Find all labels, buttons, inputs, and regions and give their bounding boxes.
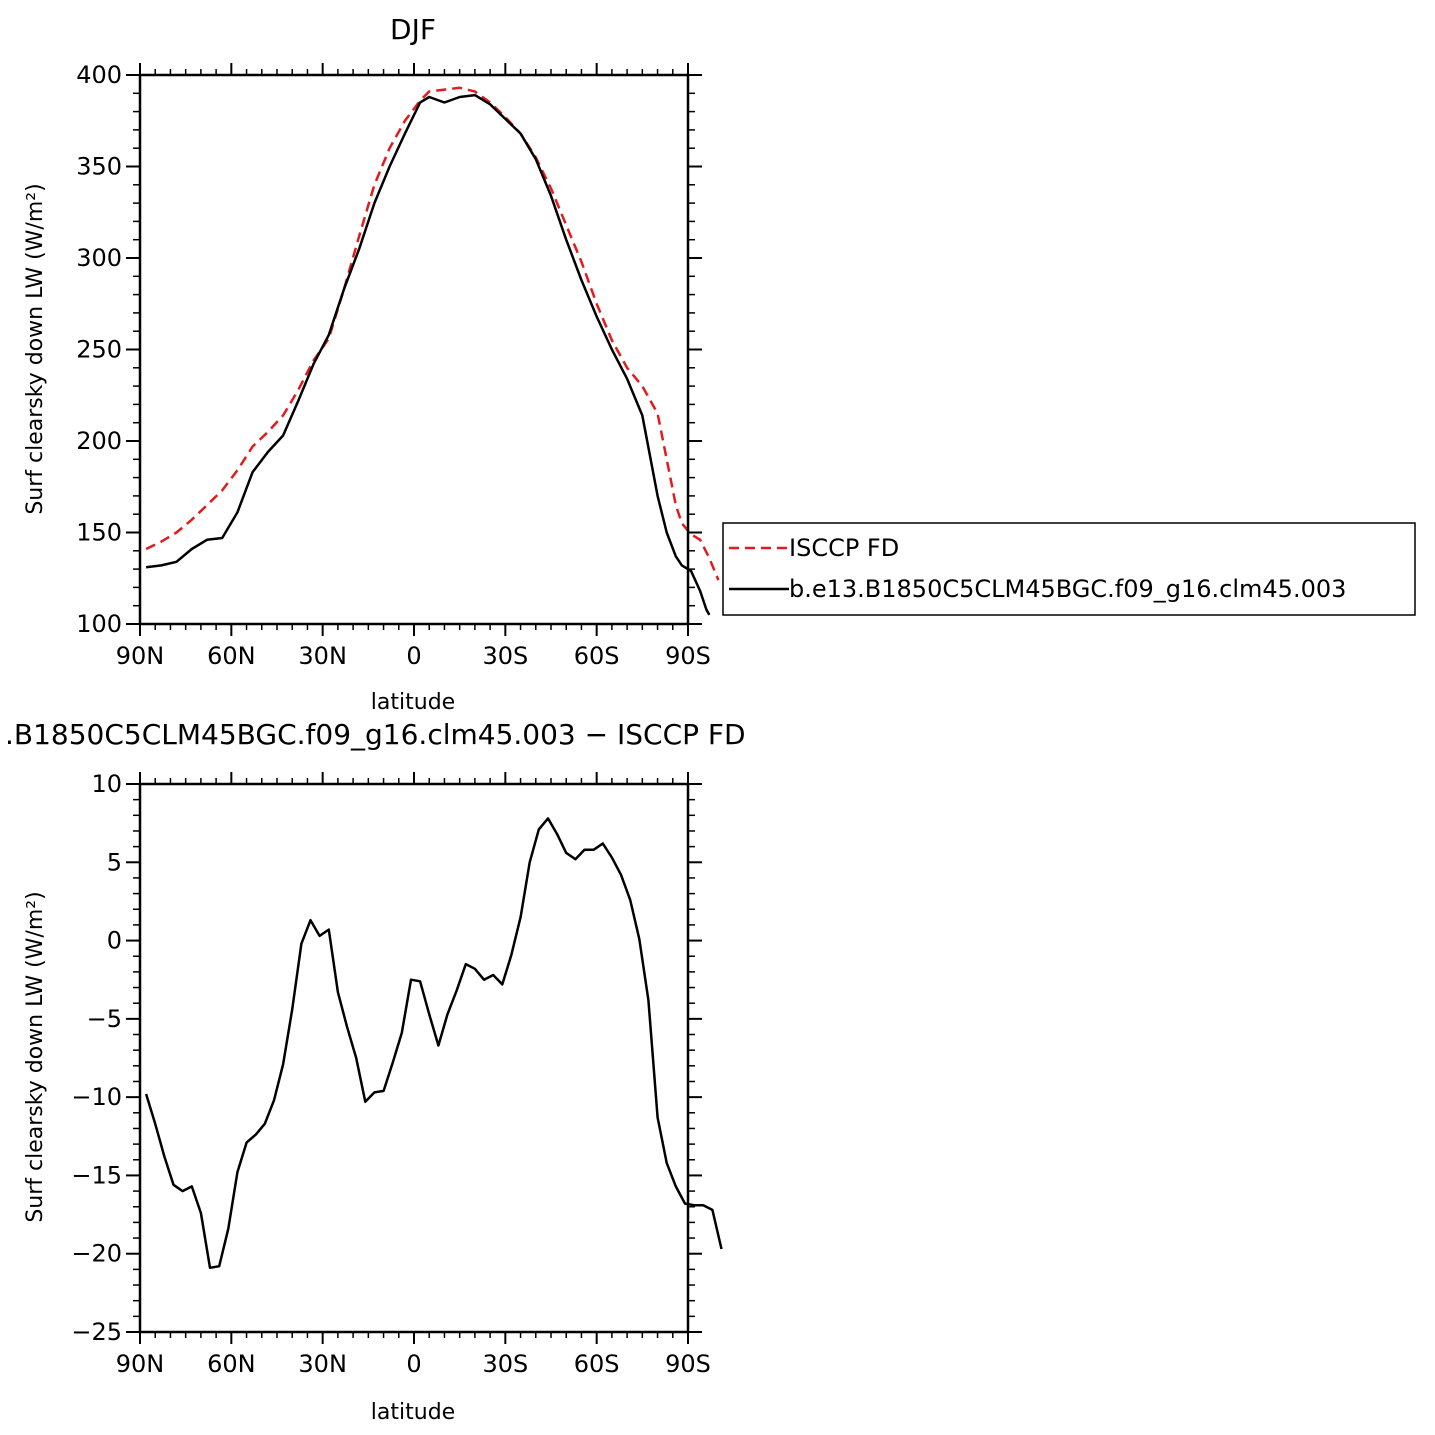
bottom-x-axis-label: latitude: [371, 1400, 455, 1425]
top-panel: DJF Surf clearsky down LW (W/m²) latitud…: [23, 13, 720, 715]
bottom-x-tick-label: 30N: [298, 1350, 347, 1378]
top-y-tick-label: 200: [76, 427, 122, 455]
legend-label-model: b.e13.B1850C5CLM45BGC.f09_g16.clm45.003: [789, 575, 1346, 603]
bottom-x-tick-label: 90S: [665, 1350, 711, 1378]
top-y-tick-label: 250: [76, 336, 122, 364]
bottom-series-group: [144, 817, 723, 1270]
top-x-tick-label: 90S: [665, 642, 711, 670]
top-series-line-0: [145, 86, 720, 581]
top-x-tick-label: 60N: [207, 642, 256, 670]
bottom-plot-frame: [138, 782, 690, 1334]
bottom-chart-title: .B1850C5CLM45BGC.f09_g16.clm45.003 − ISC…: [5, 718, 746, 751]
top-x-tick-label: 0: [406, 642, 421, 670]
bottom-x-tick-label: 60N: [207, 1350, 256, 1378]
bottom-y-tick-label: −5: [87, 1005, 122, 1033]
legend-box: [722, 522, 1416, 616]
top-chart-title: DJF: [390, 13, 436, 46]
top-series-group: [145, 86, 720, 616]
bottom-y-tick-label: 10: [91, 770, 122, 798]
top-y-tick-label: 100: [76, 610, 122, 638]
top-plot-frame: [138, 73, 690, 626]
bottom-series-line-0: [144, 817, 723, 1270]
top-x-tick-label: 30S: [482, 642, 528, 670]
top-y-tick-label: 350: [76, 153, 122, 181]
top-x-tick-label: 90N: [116, 642, 165, 670]
bottom-y-tick-label: −10: [71, 1083, 122, 1111]
bottom-x-tick-label: 60S: [574, 1350, 620, 1378]
bottom-x-tick-label: 0: [406, 1350, 421, 1378]
top-y-tick-label: 400: [76, 61, 122, 89]
top-x-tick-label: 60S: [574, 642, 620, 670]
top-y-tick-label: 150: [76, 519, 122, 547]
legend-label-isccp: ISCCP FD: [789, 534, 899, 562]
top-series-line-1: [145, 93, 711, 616]
top-y-axis-label: Surf clearsky down LW (W/m²): [23, 183, 48, 514]
bottom-x-tick-label: 90N: [116, 1350, 165, 1378]
bottom-y-tick-label: −25: [71, 1318, 122, 1346]
top-ticks: 90N 60N 30N 0 30S 60S 90S 100 150 200 250 300 350 400: [76, 61, 711, 670]
top-x-axis-label: latitude: [371, 690, 455, 715]
legend: ISCCP FD b.e13.B1850C5CLM45BGC.f09_g16.c…: [722, 522, 1416, 616]
bottom-y-tick-label: 5: [107, 848, 122, 876]
bottom-y-tick-label: 0: [107, 927, 122, 955]
top-x-tick-label: 30N: [298, 642, 347, 670]
bottom-y-axis-label: Surf clearsky down LW (W/m²): [23, 891, 48, 1222]
bottom-x-tick-label: 30S: [482, 1350, 528, 1378]
bottom-panel: .B1850C5CLM45BGC.f09_g16.clm45.003 − ISC…: [5, 718, 746, 1425]
bottom-y-tick-label: −20: [71, 1240, 122, 1268]
top-y-tick-label: 300: [76, 244, 122, 272]
bottom-y-tick-label: −15: [71, 1161, 122, 1189]
